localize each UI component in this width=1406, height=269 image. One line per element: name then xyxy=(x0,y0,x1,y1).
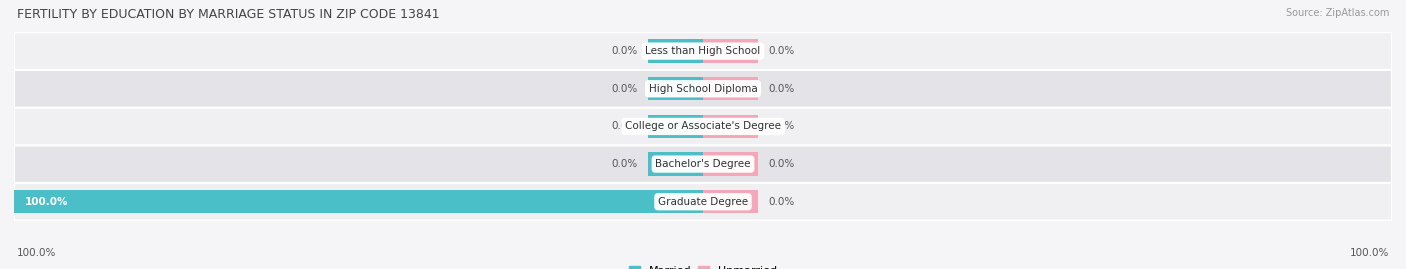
Text: Less than High School: Less than High School xyxy=(645,46,761,56)
Text: High School Diploma: High School Diploma xyxy=(648,84,758,94)
Text: Source: ZipAtlas.com: Source: ZipAtlas.com xyxy=(1285,8,1389,18)
FancyBboxPatch shape xyxy=(14,108,1392,145)
Text: FERTILITY BY EDUCATION BY MARRIAGE STATUS IN ZIP CODE 13841: FERTILITY BY EDUCATION BY MARRIAGE STATU… xyxy=(17,8,440,21)
Bar xyxy=(648,40,703,63)
Bar xyxy=(648,77,703,100)
Text: 0.0%: 0.0% xyxy=(769,46,794,56)
Bar xyxy=(14,190,703,213)
Text: 100.0%: 100.0% xyxy=(24,197,67,207)
Text: Bachelor's Degree: Bachelor's Degree xyxy=(655,159,751,169)
Bar xyxy=(703,153,758,176)
Bar xyxy=(648,153,703,176)
Text: 100.0%: 100.0% xyxy=(1350,248,1389,258)
FancyBboxPatch shape xyxy=(14,32,1392,70)
Bar xyxy=(703,77,758,100)
Bar xyxy=(703,40,758,63)
Text: 0.0%: 0.0% xyxy=(769,121,794,132)
Text: 0.0%: 0.0% xyxy=(612,159,637,169)
Text: 0.0%: 0.0% xyxy=(769,84,794,94)
FancyBboxPatch shape xyxy=(14,145,1392,183)
Legend: Married, Unmarried: Married, Unmarried xyxy=(624,262,782,269)
FancyBboxPatch shape xyxy=(14,183,1392,221)
Text: 0.0%: 0.0% xyxy=(612,84,637,94)
Bar xyxy=(703,115,758,138)
Bar xyxy=(703,190,758,213)
Text: Graduate Degree: Graduate Degree xyxy=(658,197,748,207)
Text: 0.0%: 0.0% xyxy=(612,121,637,132)
Text: College or Associate's Degree: College or Associate's Degree xyxy=(626,121,780,132)
Text: 0.0%: 0.0% xyxy=(769,159,794,169)
Text: 0.0%: 0.0% xyxy=(769,197,794,207)
Text: 0.0%: 0.0% xyxy=(612,46,637,56)
FancyBboxPatch shape xyxy=(14,70,1392,108)
Text: 100.0%: 100.0% xyxy=(17,248,56,258)
Bar xyxy=(648,115,703,138)
